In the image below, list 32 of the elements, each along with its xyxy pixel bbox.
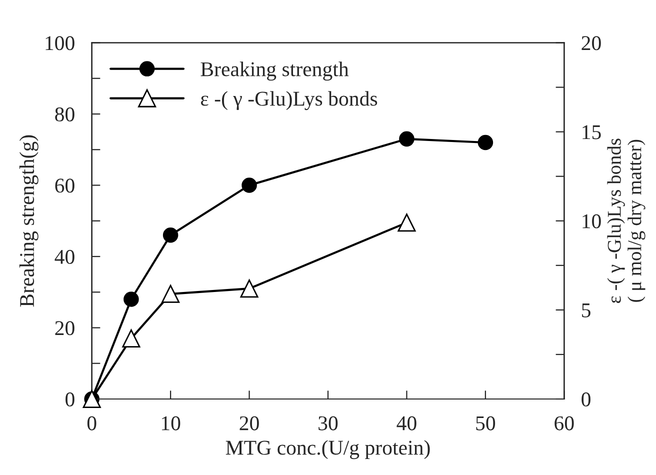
- x-tick-label: 50: [476, 416, 496, 430]
- y2-tick-label: 0: [582, 392, 590, 406]
- y-axis-title: Breaking strength(g): [19, 135, 38, 307]
- legend-label: Breaking strength: [200, 62, 349, 81]
- y2-tick-label: 15: [582, 125, 601, 140]
- y2-tick-label: 5: [582, 304, 590, 318]
- point: [398, 214, 416, 232]
- point: [242, 178, 257, 193]
- x-tick-label: 30: [318, 416, 338, 430]
- x-tick-label: 10: [162, 416, 180, 430]
- point: [399, 131, 414, 147]
- x-tick-label: 60: [554, 416, 574, 430]
- point: [478, 134, 494, 150]
- point: [240, 280, 258, 298]
- y-tick-label: 0: [66, 392, 74, 406]
- x-tick-label: 0: [87, 416, 96, 430]
- point: [162, 227, 178, 243]
- x-tick-label: 40: [396, 416, 416, 430]
- point: [162, 284, 180, 303]
- y-tick-label: 80: [55, 107, 74, 122]
- y-tick-label: 20: [55, 321, 74, 336]
- x-tick-label: 20: [240, 416, 259, 430]
- y2-tick-label: 10: [582, 214, 601, 228]
- point: [122, 329, 140, 348]
- legend-label: ε -( γ -Glu)Lys bonds: [200, 91, 378, 110]
- y2-tick-label: 20: [582, 36, 601, 50]
- x-axis-title: MTG conc.(U/g protein): [226, 440, 430, 460]
- y-tick-label: 60: [55, 178, 74, 193]
- y-tick-label: 40: [54, 250, 74, 264]
- y-tick-label: 100: [46, 36, 74, 50]
- y2-axis-title: ε -( γ -Glu)Lys bonds ( μ mol/g dry matter): [607, 138, 646, 304]
- point: [124, 292, 139, 307]
